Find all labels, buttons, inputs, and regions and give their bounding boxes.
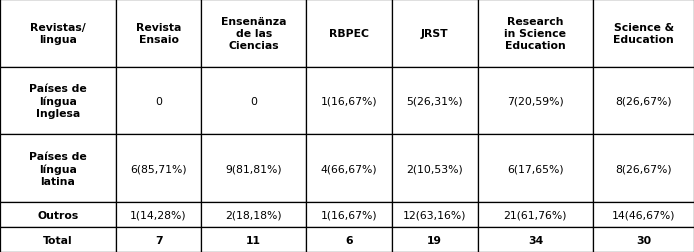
- Bar: [0, 68, 116, 135]
- Bar: [593, 227, 694, 252]
- Bar: [392, 135, 477, 202]
- Bar: [201, 227, 306, 252]
- Bar: [477, 135, 593, 202]
- Text: 7(20,59%): 7(20,59%): [507, 96, 564, 106]
- Text: 1(16,67%): 1(16,67%): [321, 210, 377, 220]
- Bar: [392, 227, 477, 252]
- Text: 30: 30: [636, 235, 651, 245]
- Bar: [0, 227, 116, 252]
- Bar: [593, 0, 694, 68]
- Text: JRST: JRST: [421, 29, 448, 39]
- Text: Países de
língua
Inglesa: Países de língua Inglesa: [29, 84, 87, 118]
- Bar: [201, 0, 306, 68]
- Bar: [593, 202, 694, 227]
- Text: 8(26,67%): 8(26,67%): [616, 164, 672, 174]
- Bar: [477, 227, 593, 252]
- Text: 21(61,76%): 21(61,76%): [504, 210, 567, 220]
- Bar: [477, 0, 593, 68]
- Text: 11: 11: [246, 235, 261, 245]
- Bar: [116, 0, 201, 68]
- Text: RBPEC: RBPEC: [329, 29, 369, 39]
- Text: 6(85,71%): 6(85,71%): [130, 164, 187, 174]
- Text: 8(26,67%): 8(26,67%): [616, 96, 672, 106]
- Bar: [0, 202, 116, 227]
- Bar: [201, 202, 306, 227]
- Text: 6(17,65%): 6(17,65%): [507, 164, 564, 174]
- Bar: [593, 68, 694, 135]
- Text: 14(46,67%): 14(46,67%): [612, 210, 675, 220]
- Text: Revista
Ensaio: Revista Ensaio: [136, 23, 181, 45]
- Text: 12(63,16%): 12(63,16%): [403, 210, 466, 220]
- Bar: [392, 202, 477, 227]
- Text: 34: 34: [528, 235, 543, 245]
- Bar: [306, 68, 392, 135]
- Bar: [593, 135, 694, 202]
- Text: 2(18,18%): 2(18,18%): [226, 210, 282, 220]
- Text: 0: 0: [155, 96, 162, 106]
- Bar: [116, 135, 201, 202]
- Text: Outros: Outros: [37, 210, 78, 220]
- Text: Revistas/
lingua: Revistas/ lingua: [30, 23, 85, 45]
- Bar: [306, 0, 392, 68]
- Bar: [116, 202, 201, 227]
- Text: Total: Total: [43, 235, 73, 245]
- Text: 4(66,67%): 4(66,67%): [321, 164, 377, 174]
- Bar: [306, 135, 392, 202]
- Text: 7: 7: [155, 235, 162, 245]
- Text: 1(16,67%): 1(16,67%): [321, 96, 377, 106]
- Text: 5(26,31%): 5(26,31%): [407, 96, 463, 106]
- Text: Ensenänza
de las
Ciencias: Ensenänza de las Ciencias: [221, 17, 287, 51]
- Text: Research
in Science
Education: Research in Science Education: [505, 17, 566, 51]
- Bar: [392, 0, 477, 68]
- Bar: [477, 202, 593, 227]
- Bar: [0, 0, 116, 68]
- Bar: [116, 68, 201, 135]
- Bar: [392, 68, 477, 135]
- Bar: [201, 68, 306, 135]
- Text: 6: 6: [345, 235, 353, 245]
- Text: 0: 0: [251, 96, 257, 106]
- Text: 19: 19: [428, 235, 442, 245]
- Bar: [201, 135, 306, 202]
- Text: Science &
Education: Science & Education: [613, 23, 674, 45]
- Bar: [477, 68, 593, 135]
- Bar: [0, 135, 116, 202]
- Bar: [306, 227, 392, 252]
- Text: 2(10,53%): 2(10,53%): [406, 164, 463, 174]
- Bar: [116, 227, 201, 252]
- Bar: [306, 202, 392, 227]
- Text: 9(81,81%): 9(81,81%): [226, 164, 282, 174]
- Text: 1(14,28%): 1(14,28%): [130, 210, 187, 220]
- Text: Países de
língua
latina: Países de língua latina: [29, 151, 87, 186]
